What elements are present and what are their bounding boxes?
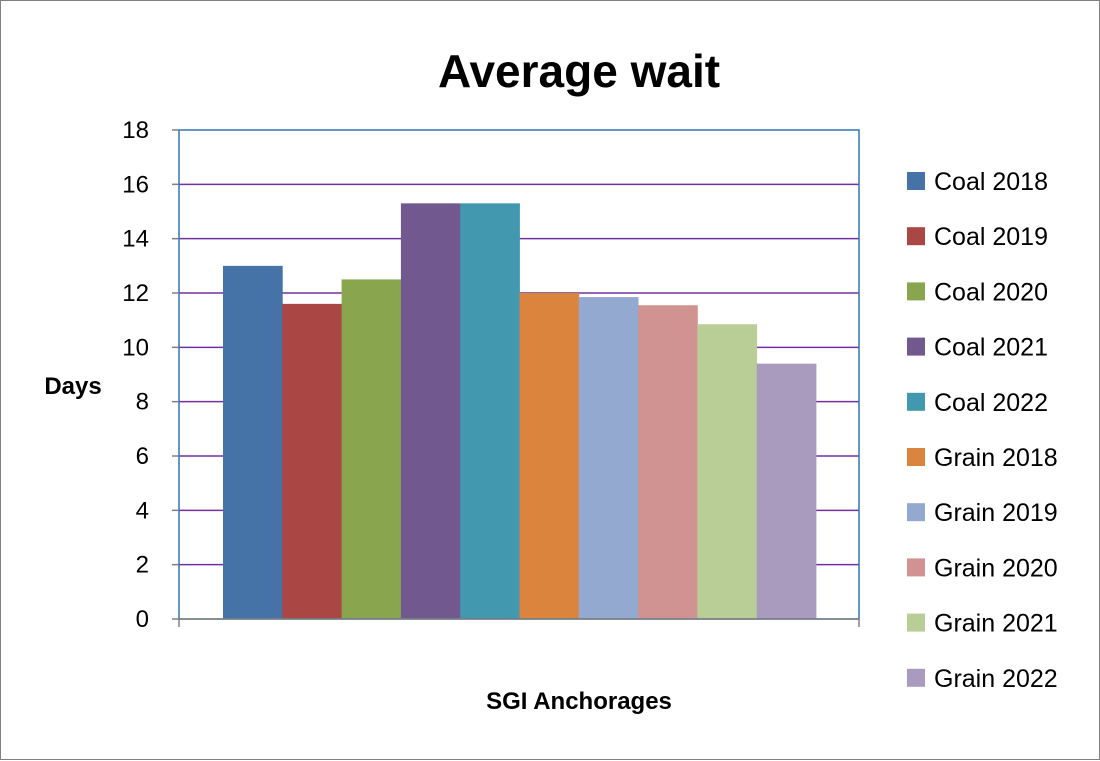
legend-swatch (907, 558, 925, 577)
x-axis-title: SGI Anchorages (486, 688, 672, 715)
legend-swatch (907, 337, 925, 356)
legend-swatch (907, 282, 925, 301)
legend-swatch (907, 227, 925, 246)
legend-label: Coal 2020 (934, 278, 1048, 306)
y-tick-label: 18 (122, 117, 149, 144)
bar (519, 293, 580, 619)
legend-label: Coal 2019 (934, 223, 1048, 251)
y-tick-labels: 0 2 4 6 8 10 12 14 16 18 (122, 117, 149, 633)
bar (341, 279, 402, 619)
legend-swatch (907, 392, 925, 411)
bar (756, 363, 817, 619)
legend-label: Coal 2021 (934, 334, 1048, 362)
y-tick-label: 16 (122, 171, 149, 198)
y-tick-label: 10 (122, 334, 149, 361)
bar (223, 265, 283, 619)
legend-label: Grain 2018 (934, 444, 1058, 472)
y-tick-label: 2 (136, 552, 149, 579)
legend-label: Grain 2019 (934, 499, 1058, 527)
legend-label: Coal 2022 (934, 389, 1048, 417)
legend-label: Grain 2020 (934, 554, 1058, 582)
legend-swatch (907, 172, 925, 190)
bar (578, 297, 639, 619)
legend: Coal 2018 Coal 2019 Coal 2020 Coal 2021 Coal… (907, 168, 1058, 693)
legend-swatch (907, 668, 925, 687)
chart-title: Average wait (438, 45, 720, 97)
y-tick-label: 0 (136, 606, 149, 633)
legend-swatch (907, 448, 925, 466)
legend-label: Grain 2021 (934, 610, 1058, 638)
bars (223, 203, 817, 619)
bar (282, 303, 342, 619)
bar (400, 203, 461, 619)
y-tick-label: 12 (122, 280, 149, 307)
axes (172, 129, 860, 627)
legend-swatch (907, 503, 925, 522)
legend-swatch (907, 613, 925, 632)
y-tick-label: 4 (136, 497, 149, 524)
y-tick-label: 6 (136, 443, 149, 470)
bar (460, 203, 520, 619)
bar (638, 305, 698, 619)
y-tick-label: 14 (122, 226, 149, 253)
legend-label: Coal 2018 (934, 168, 1048, 196)
y-axis-title: Days (44, 373, 101, 400)
legend-label: Grain 2022 (934, 665, 1058, 693)
y-tick-label: 8 (136, 389, 149, 416)
bar (697, 324, 758, 619)
